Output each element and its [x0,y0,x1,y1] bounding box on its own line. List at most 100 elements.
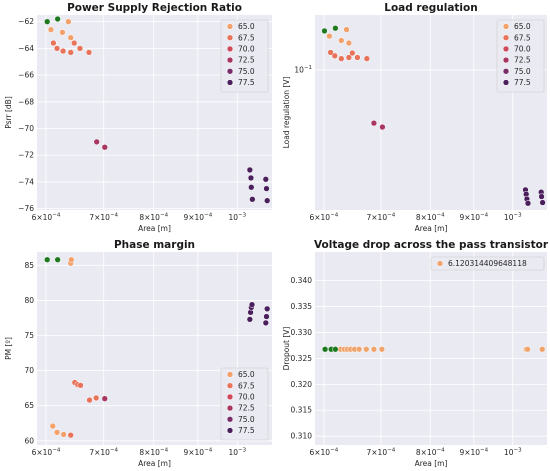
data-point [86,396,93,404]
data-point [338,55,345,62]
x-tick-label: 9×10−4 [183,448,212,458]
x-tick-label: 7×10−4 [89,213,118,223]
data-point [332,25,339,32]
data-point [53,429,61,436]
x-tick-label: 8×10−4 [139,213,168,223]
legend-label: 77.5 [514,78,531,87]
data-point [370,120,378,127]
chart-panel-3: 6×10−4 7×10−4 8×10−4 9×10−4 10−3 85 80 75 70 65 60… [4,239,272,468]
x-tick-label: 6×10−4 [32,448,61,458]
y-tick-label: 0.315 [291,406,313,415]
data-point [321,27,328,35]
data-point [524,346,531,353]
data-point [248,301,256,308]
x-tick-label: 6×10−4 [32,213,61,223]
data-point [539,199,546,206]
data-point [68,256,75,263]
data-point [524,200,532,207]
data-point [67,49,74,56]
chart-panel-1: 6×10−4 7×10−4 8×10−4 9×10−4 10−3 −62 −64 −66 −68… [4,2,272,233]
data-point [71,39,78,47]
data-point [49,422,56,430]
y-tick-label: 0.320 [291,380,313,389]
y-tick-label: 60 [24,436,34,445]
legend-label: 70.0 [514,45,531,54]
x-tick-label: 9×10−4 [459,448,488,458]
legend-marker [226,382,234,389]
legend-marker [502,34,510,41]
data-point [76,45,84,52]
legend-label: 65.0 [238,22,255,31]
legend-marker [502,79,510,86]
x-tick-label: 6×10−4 [309,213,338,223]
x-axis-label: Area [m] [415,459,448,468]
x-tick-label: 10−3 [504,213,522,223]
data-point [331,52,338,59]
data-point [327,49,334,56]
legend-marker [436,260,444,267]
legend-label: 70.0 [238,45,255,54]
legend-marker [226,393,234,401]
data-point [378,346,386,353]
legend-marker [226,79,234,86]
legend-marker [226,416,234,423]
legend-marker [226,45,234,53]
chart-title: Power Supply Rejection Ratio [67,2,242,14]
legend-marker [226,68,234,75]
data-point [354,54,361,61]
y-tick-label: 0.335 [291,302,313,311]
legend-label: 67.5 [238,33,255,42]
chart-panel-4: 6×10−4 7×10−4 8×10−4 9×10−4 10−3 0.340 0.335 0.… [282,239,549,468]
data-point [101,144,108,151]
y-tick-label: −64 [18,44,34,53]
x-tick-label: 10−3 [504,448,522,458]
x-axis-label: Area [m] [138,459,171,468]
x-tick-label: 8×10−4 [416,448,445,458]
data-point [263,185,270,192]
legend-marker [226,23,234,30]
data-point [53,45,61,52]
y-axis-label: Dropout [V] [282,327,291,371]
x-tick-label: 7×10−4 [367,213,396,223]
data-point [379,123,386,131]
legend-marker [226,371,234,378]
x-tick-label: 6×10−4 [309,448,338,458]
legend-box [430,256,545,271]
data-point [246,166,253,174]
x-tick-label: 7×10−4 [89,448,118,458]
data-point [326,32,333,40]
data-point [60,431,67,438]
legend-label: 65.0 [238,370,255,379]
data-point [264,305,271,312]
data-point [539,346,546,353]
data-point [345,54,353,61]
y-tick-label: 0.330 [291,328,313,337]
x-tick-label: 8×10−4 [139,448,168,458]
y-tick-label: 70 [24,366,34,375]
y-tick-label: −72 [18,151,34,160]
legend-marker [226,34,234,41]
legend: 65.0 67.5 70.0 72.5 75.0 77.5 [220,19,269,93]
legend-label: 72.5 [238,56,255,65]
y-tick-label: 10−1 [294,65,312,75]
data-point [332,346,339,353]
x-tick-label: 10−3 [228,448,246,458]
legend-marker [226,427,234,434]
legend-label: 70.0 [238,393,255,402]
x-tick-label: 7×10−4 [367,448,396,458]
y-axis-label: PM [º] [4,337,13,360]
data-point [248,184,255,191]
legend-label: 6.120314409648118 [448,259,527,268]
data-point [247,174,255,182]
data-point [263,313,270,320]
data-point [321,346,329,353]
data-point [538,193,545,200]
legend-label: 75.0 [514,67,531,76]
y-axis-label: Load regulation [V] [282,77,291,149]
data-point [92,394,100,402]
x-axis-label: Area [m] [138,224,171,233]
chart-title: Voltage drop across the pass transistor [314,239,549,251]
data-point [249,196,256,203]
legend-marker [502,68,510,75]
y-tick-label: −74 [18,177,34,186]
